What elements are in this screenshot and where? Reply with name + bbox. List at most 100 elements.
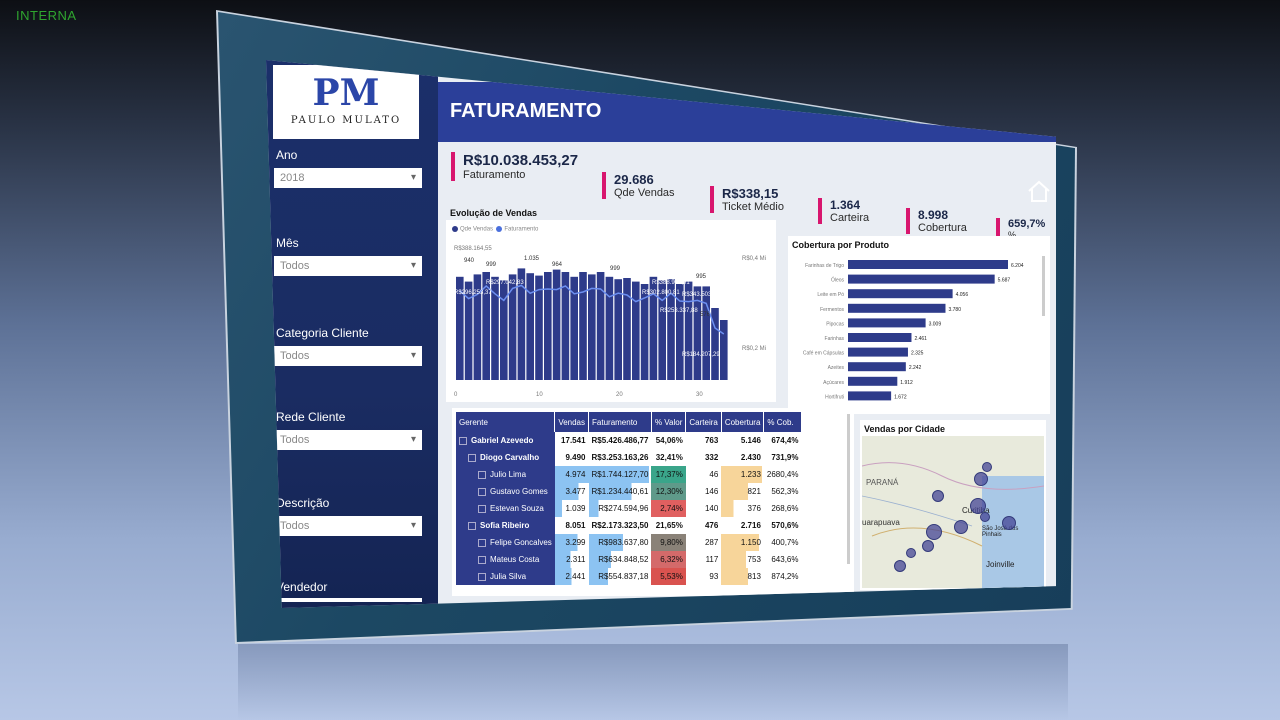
filter-categoria-dropdown[interactable]: Todos ▾ xyxy=(274,346,422,366)
sales-bar[interactable] xyxy=(491,276,499,380)
sales-bar[interactable] xyxy=(623,278,631,380)
coverage-bar[interactable] xyxy=(848,260,1008,269)
sales-bar[interactable] xyxy=(720,320,728,380)
sales-bar[interactable] xyxy=(693,286,702,380)
table-row[interactable]: Gabriel Azevedo 17.541 R$5.426.486,77 54,06… xyxy=(456,432,802,449)
city-bubble[interactable] xyxy=(926,524,942,540)
sales-bar[interactable] xyxy=(517,268,526,380)
chart-scrollbar[interactable] xyxy=(1042,256,1045,316)
filter-ano-dropdown[interactable]: 2018 ▾ xyxy=(274,168,422,188)
sales-bar[interactable] xyxy=(535,275,543,380)
home-icon[interactable] xyxy=(1026,178,1052,204)
sales-bar[interactable] xyxy=(464,281,473,380)
sales-bar[interactable] xyxy=(676,284,684,380)
row-name-cell: Julia Silva xyxy=(456,568,555,585)
sales-bar[interactable] xyxy=(667,279,675,380)
city-bubble[interactable] xyxy=(980,512,990,522)
coverage-bar[interactable] xyxy=(848,362,906,372)
chevron-down-icon: ▾ xyxy=(410,434,416,445)
city-bubble[interactable] xyxy=(1002,516,1016,530)
coverage-bar[interactable] xyxy=(848,318,926,328)
table-row[interactable]: Estevan Souza 1.039 R$274.594,96 2,74% 140 37… xyxy=(456,500,802,517)
city-sales-map[interactable]: PARANÁ uarapuava Curitiba São José dos P… xyxy=(862,436,1044,588)
expand-collapse-icon[interactable] xyxy=(478,538,486,547)
expand-collapse-icon[interactable] xyxy=(459,436,467,445)
sales-bar[interactable] xyxy=(658,280,666,380)
row-name-label: Estevan Souza xyxy=(490,504,544,513)
sales-bar[interactable] xyxy=(544,272,552,380)
sales-bar[interactable] xyxy=(570,276,578,380)
table-scrollbar[interactable] xyxy=(847,414,850,564)
table-row[interactable]: Gustavo Gomes 3.477 R$1.234.440,61 12,30% 14… xyxy=(456,483,802,500)
row-faturamento-cell: R$2.173.323,50 xyxy=(591,521,649,530)
row-vendas-cell: 3.477 xyxy=(554,483,589,500)
filter-mes-dropdown[interactable]: Todos ▾ xyxy=(274,256,422,276)
column-header-cobertura[interactable]: Cobertura xyxy=(721,412,765,432)
sales-bar[interactable] xyxy=(588,274,596,380)
kpi-label: Cobertura xyxy=(918,222,967,234)
column-header-faturamento[interactable]: Faturamento xyxy=(588,412,652,432)
row-vendas-cell: 17.541 xyxy=(561,436,586,445)
table-row[interactable]: Mateus Costa 2.311 R$634.848,52 6,32% 117 753… xyxy=(456,551,802,568)
city-bubble[interactable] xyxy=(932,490,944,502)
sales-bar[interactable] xyxy=(596,272,605,380)
city-bubble[interactable] xyxy=(922,540,934,552)
sales-bar[interactable] xyxy=(456,276,464,380)
coverage-bar[interactable] xyxy=(848,376,898,386)
category-label: Leite em Pó xyxy=(817,292,844,298)
city-bubble[interactable] xyxy=(906,548,916,558)
sales-bar[interactable] xyxy=(605,276,614,380)
row-pct-cob-cell: 643,6% xyxy=(771,555,799,564)
coverage-bar[interactable] xyxy=(848,303,946,313)
filter-descricao-dropdown[interactable]: Todos ▾ xyxy=(274,516,422,536)
table-row[interactable]: Felipe Goncalves 3.299 R$983.637,80 9,80% 28… xyxy=(456,534,802,551)
sales-bar[interactable] xyxy=(473,274,482,380)
table-row[interactable]: Julia Silva 2.441 R$554.837,18 5,53% 93 813 87… xyxy=(456,568,802,585)
coverage-bar[interactable] xyxy=(848,391,892,401)
row-carteira-cell: 287 xyxy=(704,538,719,547)
sales-annotation: R$184.207,29 xyxy=(682,352,720,358)
filter-label-descricao: Descrição xyxy=(276,496,330,510)
expand-collapse-icon[interactable] xyxy=(478,572,486,581)
coverage-bar[interactable] xyxy=(848,274,995,284)
sales-bar[interactable] xyxy=(482,272,490,380)
sales-bar[interactable] xyxy=(640,284,649,380)
city-bubble[interactable] xyxy=(974,472,988,486)
city-bubble[interactable] xyxy=(970,498,986,514)
filter-rede-dropdown[interactable]: Todos ▾ xyxy=(274,430,422,450)
sales-bar[interactable] xyxy=(552,269,561,380)
column-header-gerente[interactable]: Gerente xyxy=(456,412,556,432)
column-header-pct-valor[interactable]: % Valor xyxy=(651,412,687,432)
table-row[interactable]: Julio Lima 4.974 R$1.744.127,70 17,37% 46 1.2… xyxy=(456,466,802,483)
city-bubble[interactable] xyxy=(954,520,968,534)
city-bubble[interactable] xyxy=(894,560,906,572)
expand-collapse-icon[interactable] xyxy=(468,453,476,462)
sales-bar[interactable] xyxy=(684,281,693,380)
table-row[interactable]: Sofia Ribeiro 8.051 R$2.173.323,50 21,65% 47… xyxy=(456,517,802,534)
city-bubble[interactable] xyxy=(982,462,992,472)
sales-bar[interactable] xyxy=(508,274,517,380)
sales-bar[interactable] xyxy=(702,286,710,380)
sales-bar[interactable] xyxy=(500,280,508,380)
column-header-pct-cob[interactable]: % Cob. xyxy=(763,412,802,432)
sales-bar[interactable] xyxy=(649,276,658,380)
sales-bar[interactable] xyxy=(561,272,570,380)
column-header-carteira[interactable]: Carteira xyxy=(685,412,722,432)
table-row[interactable]: Diogo Carvalho 9.490 R$3.253.163,26 32,41% 3… xyxy=(456,449,802,466)
expand-collapse-icon[interactable] xyxy=(478,504,486,513)
sales-bar[interactable] xyxy=(711,308,719,380)
filter-vendedor-dropdown[interactable] xyxy=(274,598,422,602)
coverage-bar[interactable] xyxy=(848,347,908,357)
sales-bar[interactable] xyxy=(579,272,587,380)
sales-bar[interactable] xyxy=(526,273,534,380)
expand-collapse-icon[interactable] xyxy=(478,487,486,496)
expand-collapse-icon[interactable] xyxy=(478,470,486,479)
sales-bar[interactable] xyxy=(614,279,622,380)
expand-collapse-icon[interactable] xyxy=(478,555,486,564)
sales-bar[interactable] xyxy=(632,281,640,380)
kpi-ticket-medio: R$338,15 Ticket Médio xyxy=(710,186,784,213)
coverage-bar[interactable] xyxy=(848,289,953,299)
expand-collapse-icon[interactable] xyxy=(468,521,476,530)
column-header-vendas[interactable]: Vendas xyxy=(554,412,590,432)
coverage-bar[interactable] xyxy=(848,333,912,342)
